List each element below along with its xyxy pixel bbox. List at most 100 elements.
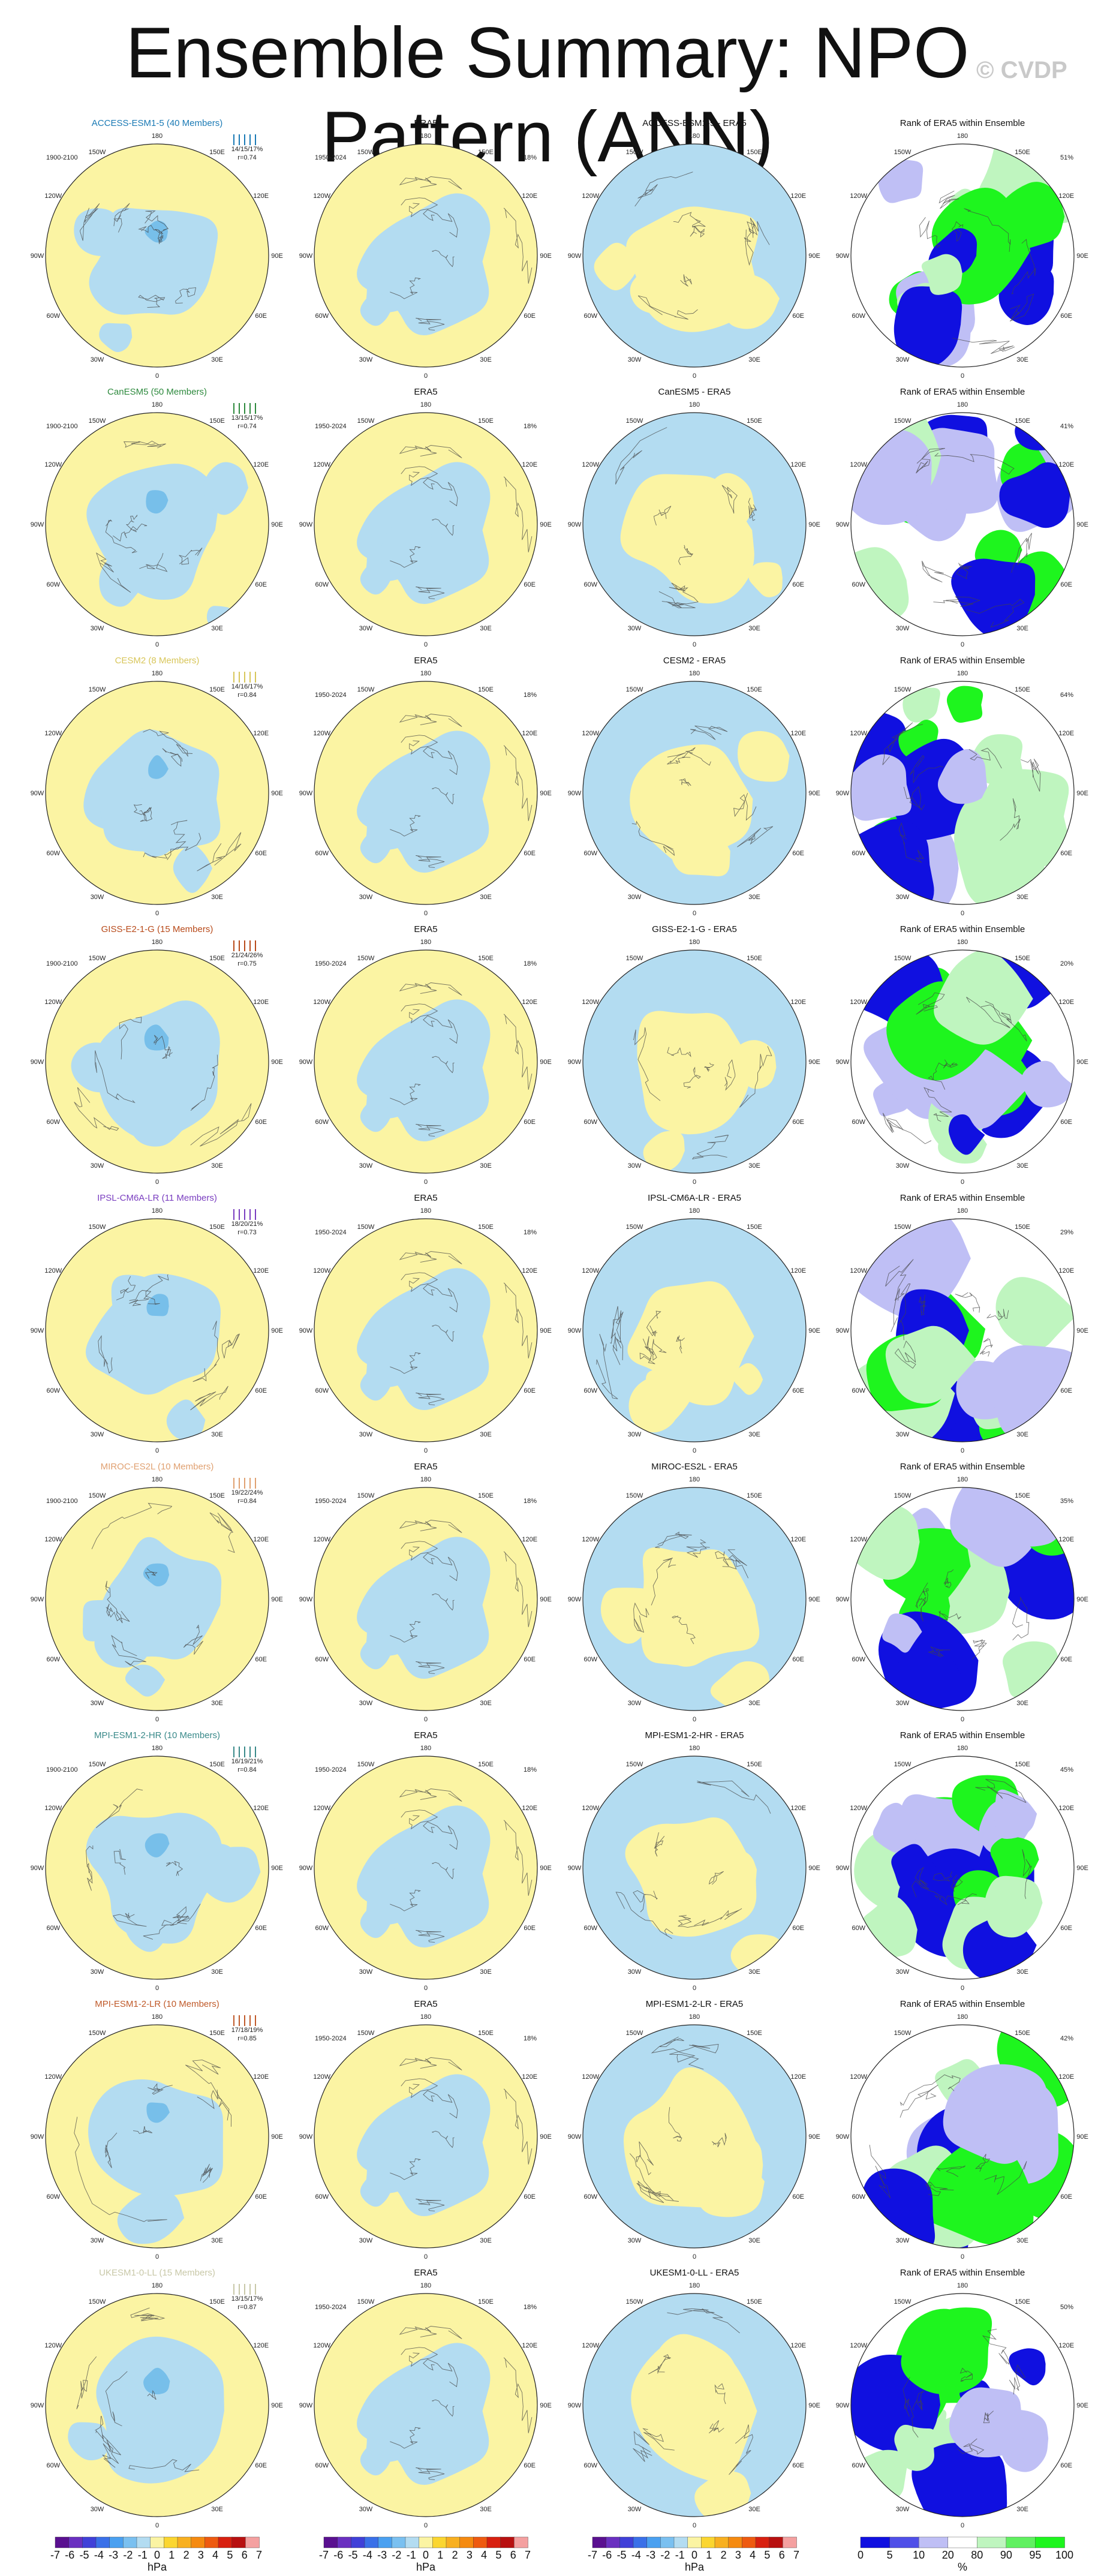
anomaly-region [173, 844, 213, 893]
longitude-label: 60W [46, 2462, 60, 2469]
longitude-labels: 180 150E 120E 90E 60E 30E 0 30W 60W 90W 120W 150W [568, 1476, 820, 1723]
coastline [1020, 759, 1041, 792]
coastline [898, 822, 925, 863]
coastline [658, 591, 696, 608]
rank-map [851, 1756, 1074, 1979]
spread-glyph [233, 134, 256, 145]
coastline [105, 1580, 123, 1624]
rank-map [851, 1219, 1074, 1442]
longitude-label: 150E [1015, 1224, 1030, 1231]
map-border [45, 949, 269, 1174]
colorbar-swatch [769, 2536, 784, 2548]
longitude-label: 90E [271, 1596, 283, 1603]
coastline [669, 2043, 719, 2070]
coastline [748, 498, 757, 521]
rank-region [901, 2307, 992, 2395]
colorbar-label: -3 [109, 2549, 118, 2561]
pattern-correlation: r=0.87 [237, 2304, 257, 2311]
coastline [95, 2415, 119, 2464]
colorbar-unit: % [958, 2561, 967, 2573]
longitude-label: 30W [91, 1431, 104, 1438]
rank-region [937, 749, 988, 804]
longitude-label: 120E [253, 1267, 269, 1275]
map-border [582, 1756, 807, 1980]
colorbar: -7 -6 -5 -4 -3 -2 -1 0 1 2 3 4 5 6 7 hPa [50, 2536, 262, 2573]
rank-region [988, 1345, 1074, 1439]
longitude-label: 30E [1016, 625, 1028, 632]
coastline [645, 2187, 679, 2204]
longitude-label: 120W [44, 730, 62, 737]
longitude-label: 90E [1076, 521, 1088, 528]
coastline [903, 786, 925, 811]
panel-title: Rank of ERA5 within Ensemble [900, 118, 1025, 128]
longitude-label: 150E [747, 2030, 762, 2037]
anomaly-region [748, 562, 783, 597]
coastline [74, 1087, 119, 1131]
colorbar-swatch [432, 2536, 447, 2548]
diff-map [583, 1756, 806, 1979]
longitude-label: 90W [299, 521, 313, 528]
map-border [850, 2293, 1075, 2517]
coastline [737, 826, 774, 847]
coastline [697, 1780, 771, 1814]
colorbar-swatch [392, 2536, 406, 2548]
longitude-label: 90E [271, 2402, 283, 2409]
longitude-label: 60E [792, 1656, 804, 1663]
panel-title: MPI-ESM1-2-LR - ERA5 [646, 1999, 744, 2009]
longitude-label: 60W [315, 1387, 329, 1394]
longitude-label: 30W [359, 356, 373, 363]
colorbar-label: 5 [227, 2549, 233, 2561]
colorbar: -7 -6 -5 -4 -3 -2 -1 0 1 2 3 4 5 6 7 hPa [588, 2536, 799, 2573]
panel-title: Rank of ERA5 within Ensemble [900, 1462, 1025, 1472]
colorbar-label: 6 [510, 2549, 516, 2561]
coastline [113, 1913, 147, 1927]
longitude-label: 90W [299, 1865, 313, 1872]
coastline [667, 2308, 740, 2334]
coastline [648, 2354, 671, 2374]
rank-region [921, 254, 962, 295]
coastline [185, 2060, 230, 2121]
rank-pct: 64% [1060, 692, 1073, 699]
coastline [935, 2165, 966, 2177]
longitude-label: 90E [271, 1327, 283, 1334]
longitude-label: 120W [582, 1267, 599, 1275]
longitude-label: 180 [689, 133, 700, 140]
longitude-label: 90W [836, 1327, 850, 1334]
coastline [91, 1502, 173, 1549]
colorbar: -7 -6 -5 -4 -3 -2 -1 0 1 2 3 4 5 6 7 hPa [319, 2536, 531, 2573]
colorbar-swatch [95, 2536, 110, 2548]
longitude-label: 120W [313, 999, 330, 1006]
coastline [869, 2145, 891, 2199]
longitude-label: 150W [626, 1761, 643, 1768]
longitude-label: 0 [424, 910, 428, 917]
coastline [183, 1624, 203, 1655]
longitude-label: 180 [420, 1207, 431, 1215]
obs-map [314, 1756, 537, 1979]
period-label: 1950-2024 [315, 1229, 347, 1236]
rank-region [894, 286, 962, 367]
coastline [668, 2107, 682, 2142]
coastline [399, 176, 462, 190]
longitude-label: 150E [478, 1492, 494, 1499]
longitude-label: 60E [255, 581, 267, 588]
coastline [633, 1602, 649, 1633]
coastline [133, 2126, 153, 2134]
coastline [162, 748, 183, 767]
coastline [708, 2420, 724, 2434]
map-border [850, 1756, 1075, 1980]
longitude-label: 60W [583, 1656, 597, 1663]
colorbar-label: 0 [691, 2549, 697, 2561]
colorbar-swatch [500, 2536, 515, 2548]
longitude-label: 90E [808, 790, 820, 797]
colorbar-swatch [405, 2536, 420, 2548]
longitude-label: 90E [1076, 1865, 1088, 1872]
longitude-label: 0 [961, 372, 964, 380]
coastline [686, 1539, 710, 1558]
coastline [654, 506, 672, 526]
colorbar-label: -6 [602, 2549, 612, 2561]
anomaly-region [89, 208, 218, 315]
obs-map [314, 2294, 537, 2517]
longitude-label: 30W [359, 2237, 373, 2244]
period-label: 1900-2100 [46, 960, 78, 967]
longitude-label: 0 [424, 372, 428, 380]
